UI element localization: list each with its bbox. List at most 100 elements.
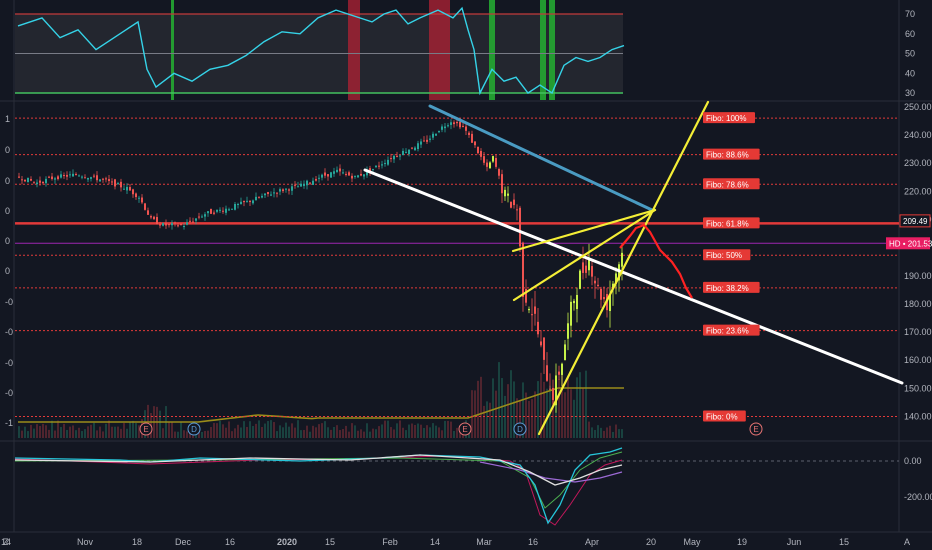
volume-bar (258, 420, 260, 438)
volume-bar (450, 421, 452, 438)
candle-body (456, 121, 458, 124)
dividend-marker[interactable]: D (187, 422, 201, 436)
candle-body (486, 162, 488, 167)
candle-body (477, 146, 479, 154)
volume-bar (306, 425, 308, 438)
trendline-yellow-rising (537, 100, 710, 436)
volume-bar (81, 431, 83, 438)
candle-body (552, 387, 554, 400)
candle-body (306, 180, 308, 186)
candle-body (255, 196, 257, 201)
candle-body (393, 155, 395, 160)
candle-body (501, 174, 503, 194)
volume-bar (612, 431, 614, 438)
volume-bar (207, 430, 209, 438)
earnings-marker[interactable]: E (749, 422, 763, 436)
fibo-label-box (703, 410, 746, 422)
volume-bar (69, 426, 71, 438)
volume-bar (345, 425, 347, 438)
volume-bar (375, 429, 377, 438)
fibo-label-text: Fibo: 0% (706, 413, 738, 422)
candle-body (471, 133, 473, 143)
volume-bar (420, 424, 422, 438)
volume-bar (117, 426, 119, 438)
time-axis-label: 19 (737, 537, 747, 547)
earnings-marker[interactable]: E (458, 422, 472, 436)
fibo-label-box (703, 324, 760, 336)
event-letter: D (517, 425, 523, 434)
candle-body (159, 224, 161, 226)
candle-body (480, 150, 482, 157)
candle-body (87, 178, 89, 180)
candle-body (93, 175, 95, 177)
rsi-line (17, 6, 625, 96)
volume-bar (312, 425, 314, 438)
volume-bar (507, 384, 509, 438)
macd-axis-tick: -200.00 (904, 492, 932, 502)
candle-body (513, 199, 515, 206)
volume-bar (444, 420, 446, 438)
trendline-white-support (363, 168, 904, 385)
rsi-highlight-band (171, 0, 174, 100)
volume-bar (414, 424, 416, 438)
volume-bar (123, 423, 125, 438)
time-axis-label: 15 (325, 537, 335, 547)
volume-bar (180, 422, 182, 438)
candle-body (330, 172, 332, 178)
volume-bar (57, 420, 59, 438)
candle-body (555, 375, 557, 406)
candle-body (210, 209, 212, 214)
volume-bar (348, 431, 350, 438)
dividend-marker[interactable]: D (513, 422, 527, 436)
volume-bar (519, 401, 521, 438)
volume-bar (381, 424, 383, 438)
left-axis-tick: 0 (5, 206, 10, 216)
candle-body (165, 223, 167, 226)
candle-body (435, 133, 437, 136)
volume-bar (225, 427, 227, 438)
candle-body (366, 170, 368, 176)
candle-body (525, 288, 527, 303)
candle-body (453, 122, 455, 125)
volume-bar (378, 426, 380, 438)
fibo-label-box (703, 178, 760, 190)
last-price-tag-box (886, 237, 930, 250)
left-axis-tick: -0 (5, 358, 13, 368)
candle-body (123, 188, 125, 190)
candle-body (66, 174, 68, 177)
candle-body (375, 165, 377, 168)
candle-body (450, 122, 452, 125)
candle-body (558, 371, 560, 375)
candle-body (240, 201, 242, 205)
event-letter: E (462, 425, 467, 434)
candle-body (426, 139, 428, 142)
rsi-axis-tick: 70 (905, 9, 915, 19)
volume-bar (384, 420, 386, 438)
macd-signal-line (14, 454, 623, 486)
volume-bar (564, 392, 566, 438)
candle-body (615, 273, 617, 284)
volume-bar (54, 430, 56, 438)
candle-body (258, 197, 260, 199)
candle-body (96, 175, 98, 181)
left-axis-tick: 0 (5, 236, 10, 246)
forecast-path (619, 223, 693, 299)
trend-drawings[interactable] (363, 100, 904, 436)
volume-bar (291, 423, 293, 438)
candle-body (339, 168, 341, 172)
volume-bar (324, 421, 326, 438)
candle-body (324, 172, 326, 176)
fibo-label-box (703, 148, 760, 160)
earnings-marker[interactable]: E (139, 422, 153, 436)
candle-body (600, 288, 602, 300)
volume-bar (213, 422, 215, 438)
volume-bar (288, 426, 290, 438)
fibo-label-text: Fibo: 23.6% (706, 327, 749, 336)
candle-body (414, 147, 416, 151)
volume-bar (72, 425, 74, 438)
candle-body (141, 197, 143, 203)
volume-bar (543, 381, 545, 438)
price-tag-box (899, 214, 931, 228)
